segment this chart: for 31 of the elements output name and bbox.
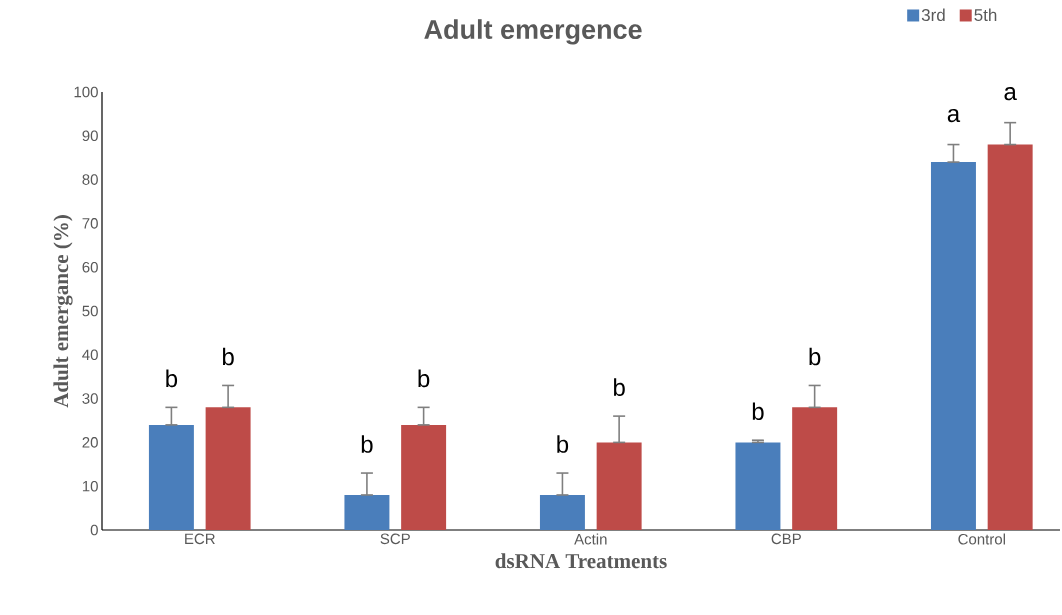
annotation: a <box>1004 87 1017 101</box>
annotation: b <box>222 347 234 366</box>
annotation: b <box>166 369 178 388</box>
y-tick-label: 0 <box>90 524 98 536</box>
x-tick-label: Control <box>958 533 1005 545</box>
chart-title: Adult emergence <box>424 19 642 45</box>
annotation: b <box>361 435 373 453</box>
y-tick-label: 10 <box>82 480 98 492</box>
annotation: b <box>557 435 569 453</box>
annotation: b <box>809 347 821 366</box>
y-tick-label: 40 <box>82 349 98 361</box>
y-tick-label: 100 <box>74 86 98 98</box>
annotation: b <box>752 402 764 421</box>
annotation: a <box>947 108 961 123</box>
y-tick-label: 90 <box>82 130 98 142</box>
x-axis-title: dsRNA Treatments <box>495 553 667 569</box>
x-tick-label: CBP <box>771 533 801 545</box>
y-tick-label: 50 <box>82 305 98 317</box>
legend-label: 5th <box>974 8 997 22</box>
x-tick-label: ECR <box>185 533 215 545</box>
annotation: b <box>614 378 625 396</box>
x-tick-label: SCP <box>380 533 410 545</box>
y-axis-title: Adult emergance (%) <box>53 215 73 408</box>
y-tick-label: 60 <box>82 261 98 273</box>
x-tick-label: Actin <box>574 533 607 545</box>
annotation: b <box>418 369 430 388</box>
y-tick-label: 70 <box>82 218 98 229</box>
y-tick-label: 80 <box>82 174 98 185</box>
legend-label: 3rd <box>921 8 945 22</box>
y-tick-label: 20 <box>82 437 98 448</box>
y-tick-label: 30 <box>82 393 98 404</box>
